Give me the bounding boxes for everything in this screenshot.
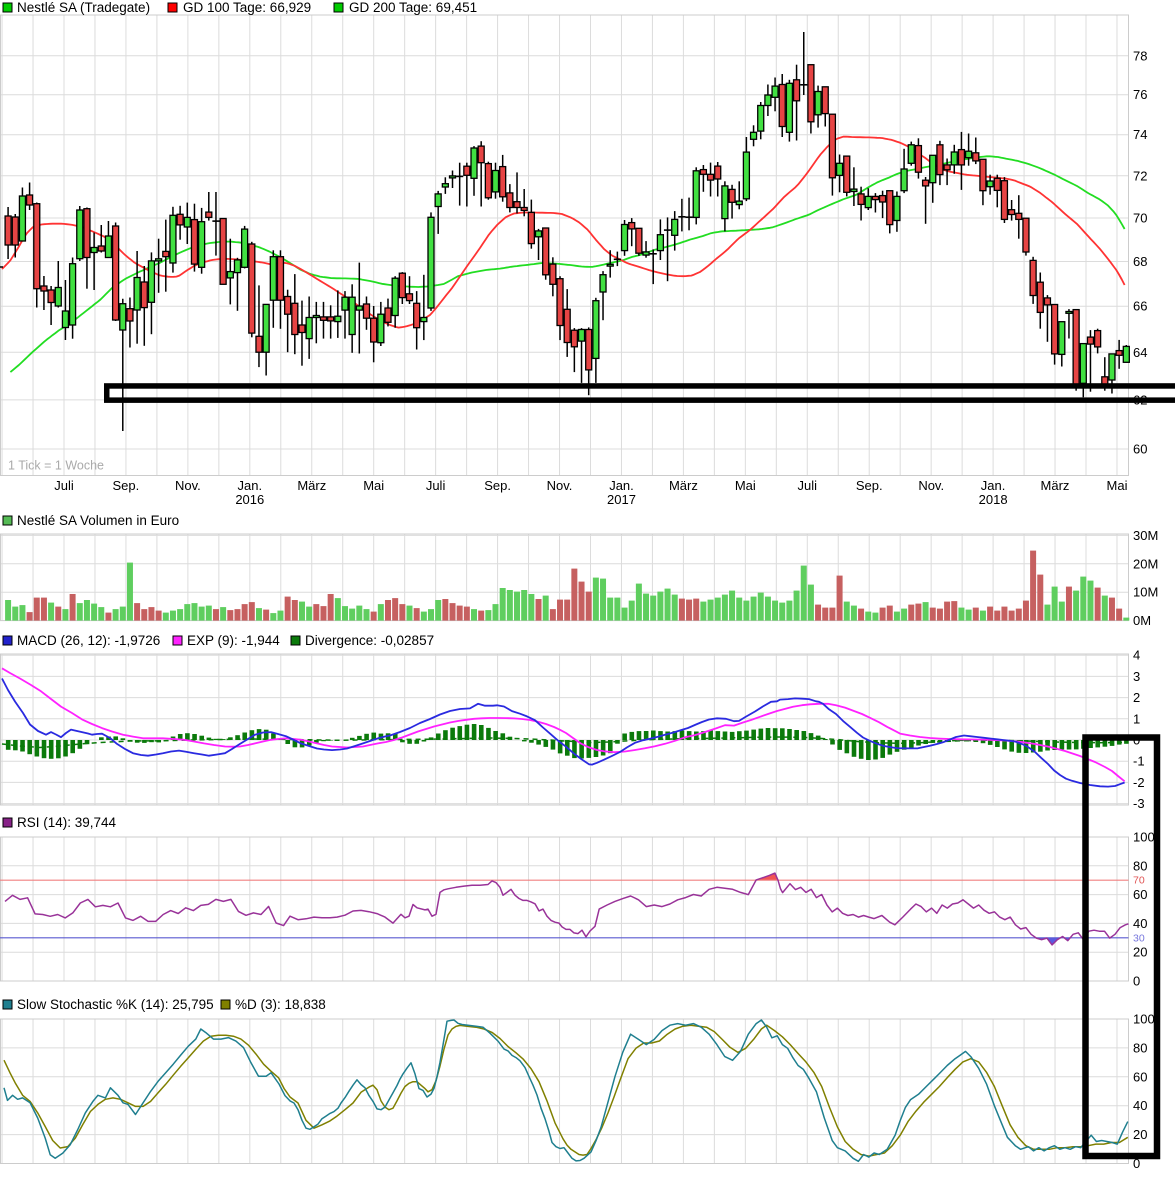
svg-text:Jan.: Jan.: [609, 478, 634, 493]
svg-text:%D (3): 18,838: %D (3): 18,838: [235, 997, 326, 1012]
svg-text:68: 68: [1133, 254, 1147, 269]
svg-text:20: 20: [1133, 945, 1147, 960]
svg-text:Jan.: Jan.: [981, 478, 1006, 493]
svg-text:72: 72: [1133, 168, 1147, 183]
svg-text:Juli: Juli: [54, 478, 74, 493]
svg-text:GD 100 Tage: 66,929: GD 100 Tage: 66,929: [183, 0, 311, 15]
svg-text:2016: 2016: [235, 492, 264, 507]
svg-text:Nov.: Nov.: [918, 478, 944, 493]
svg-text:Nov.: Nov.: [547, 478, 573, 493]
svg-text:Nestlé SA (Tradegate): Nestlé SA (Tradegate): [17, 0, 150, 15]
svg-text:Mai: Mai: [363, 478, 384, 493]
svg-text:Sep.: Sep.: [484, 478, 511, 493]
svg-text:70: 70: [1133, 875, 1145, 887]
svg-text:-3: -3: [1133, 796, 1145, 811]
svg-text:2: 2: [1133, 690, 1140, 705]
svg-text:RSI (14): 39,744: RSI (14): 39,744: [17, 815, 117, 830]
svg-text:30M: 30M: [1133, 528, 1158, 543]
svg-text:EXP (9): -1,944: EXP (9): -1,944: [187, 633, 280, 648]
svg-text:Jan.: Jan.: [238, 478, 263, 493]
svg-text:0M: 0M: [1133, 613, 1151, 628]
svg-text:64: 64: [1133, 345, 1147, 360]
svg-text:1: 1: [1133, 711, 1140, 726]
svg-text:Nestlé SA Volumen in Euro: Nestlé SA Volumen in Euro: [17, 513, 179, 528]
svg-text:100: 100: [1133, 830, 1155, 845]
svg-text:60: 60: [1133, 442, 1147, 457]
svg-text:3: 3: [1133, 669, 1140, 684]
svg-text:30: 30: [1133, 932, 1145, 944]
svg-text:40: 40: [1133, 916, 1147, 931]
svg-text:Mai: Mai: [1107, 478, 1128, 493]
svg-text:80: 80: [1133, 858, 1147, 873]
svg-text:2017: 2017: [607, 492, 636, 507]
svg-text:-2: -2: [1133, 775, 1145, 790]
svg-text:Mai: Mai: [735, 478, 756, 493]
svg-text:Slow Stochastic %K (14): 25,79: Slow Stochastic %K (14): 25,795: [17, 997, 214, 1012]
svg-text:76: 76: [1133, 87, 1147, 102]
svg-text:40: 40: [1133, 1098, 1147, 1113]
svg-text:66: 66: [1133, 299, 1147, 314]
svg-text:60: 60: [1133, 887, 1147, 902]
svg-text:Divergence: -0,02857: Divergence: -0,02857: [305, 633, 434, 648]
svg-text:Nov.: Nov.: [175, 478, 201, 493]
svg-text:März: März: [297, 478, 326, 493]
svg-text:20M: 20M: [1133, 556, 1158, 571]
svg-text:März: März: [669, 478, 698, 493]
svg-text:Sep.: Sep.: [856, 478, 883, 493]
svg-text:20: 20: [1133, 1127, 1147, 1142]
svg-text:74: 74: [1133, 127, 1147, 142]
svg-text:0: 0: [1133, 1156, 1140, 1171]
svg-text:März: März: [1041, 478, 1070, 493]
svg-text:4: 4: [1133, 648, 1140, 663]
svg-text:0: 0: [1133, 974, 1140, 989]
svg-text:Sep.: Sep.: [113, 478, 140, 493]
svg-text:80: 80: [1133, 1040, 1147, 1055]
svg-text:MACD (26, 12): -1,9726: MACD (26, 12): -1,9726: [17, 633, 160, 648]
svg-text:Juli: Juli: [798, 478, 818, 493]
svg-text:70: 70: [1133, 211, 1147, 226]
svg-text:60: 60: [1133, 1069, 1147, 1084]
svg-text:GD 200 Tage: 69,451: GD 200 Tage: 69,451: [349, 0, 477, 15]
svg-text:78: 78: [1133, 48, 1147, 63]
svg-text:2018: 2018: [979, 492, 1008, 507]
svg-text:-1: -1: [1133, 754, 1145, 769]
svg-text:Juli: Juli: [426, 478, 446, 493]
svg-text:100: 100: [1133, 1012, 1155, 1027]
svg-text:1 Tick = 1 Woche: 1 Tick = 1 Woche: [8, 459, 104, 473]
svg-text:10M: 10M: [1133, 585, 1158, 600]
